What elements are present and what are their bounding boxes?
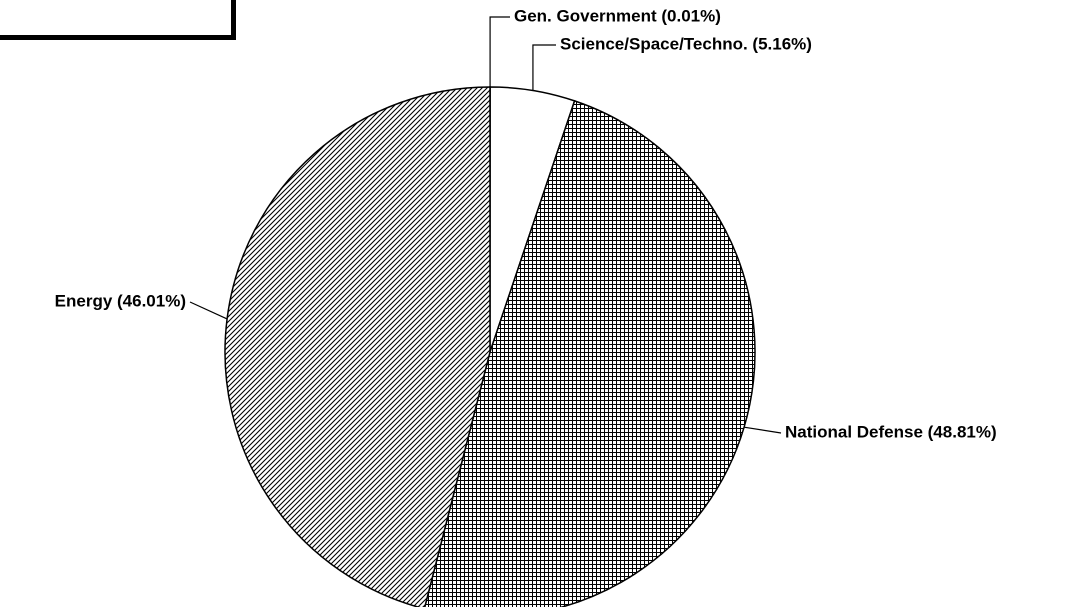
leader-line	[532, 44, 556, 91]
pie-slice	[224, 86, 491, 607]
leader-line	[489, 16, 510, 88]
slice-label: National Defense (48.81%)	[785, 422, 997, 441]
leader-line	[189, 301, 228, 320]
title-box	[0, 0, 233, 37]
slice-label: Gen. Government (0.01%)	[514, 6, 721, 25]
pie-slice	[424, 99, 756, 607]
slice-label: Energy (46.01%)	[55, 291, 186, 310]
slice-label: Science/Space/Techno. (5.16%)	[560, 34, 812, 53]
leader-line	[744, 426, 782, 434]
